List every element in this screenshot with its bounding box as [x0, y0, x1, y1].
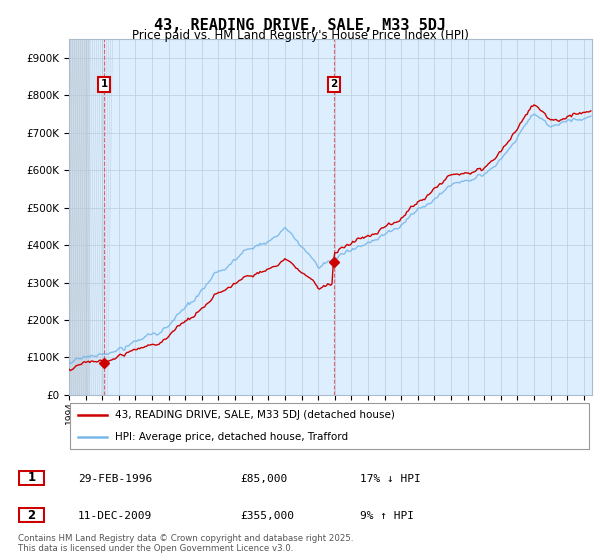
FancyBboxPatch shape [19, 470, 44, 485]
Text: 17% ↓ HPI: 17% ↓ HPI [360, 474, 421, 484]
Text: 9% ↑ HPI: 9% ↑ HPI [360, 511, 414, 521]
Text: £355,000: £355,000 [240, 511, 294, 521]
Text: 29-FEB-1996: 29-FEB-1996 [78, 474, 152, 484]
Text: 1: 1 [101, 79, 108, 89]
Text: 2: 2 [28, 508, 35, 522]
Text: 11-DEC-2009: 11-DEC-2009 [78, 511, 152, 521]
Text: Price paid vs. HM Land Registry's House Price Index (HPI): Price paid vs. HM Land Registry's House … [131, 29, 469, 42]
Text: 43, READING DRIVE, SALE, M33 5DJ (detached house): 43, READING DRIVE, SALE, M33 5DJ (detach… [115, 410, 395, 421]
FancyBboxPatch shape [70, 403, 589, 449]
Text: HPI: Average price, detached house, Trafford: HPI: Average price, detached house, Traf… [115, 432, 348, 442]
Text: £85,000: £85,000 [240, 474, 287, 484]
Text: Contains HM Land Registry data © Crown copyright and database right 2025.
This d: Contains HM Land Registry data © Crown c… [18, 534, 353, 553]
Text: 43, READING DRIVE, SALE, M33 5DJ: 43, READING DRIVE, SALE, M33 5DJ [154, 18, 446, 33]
Text: 2: 2 [330, 79, 338, 89]
FancyBboxPatch shape [19, 508, 44, 522]
Text: 1: 1 [28, 471, 35, 484]
